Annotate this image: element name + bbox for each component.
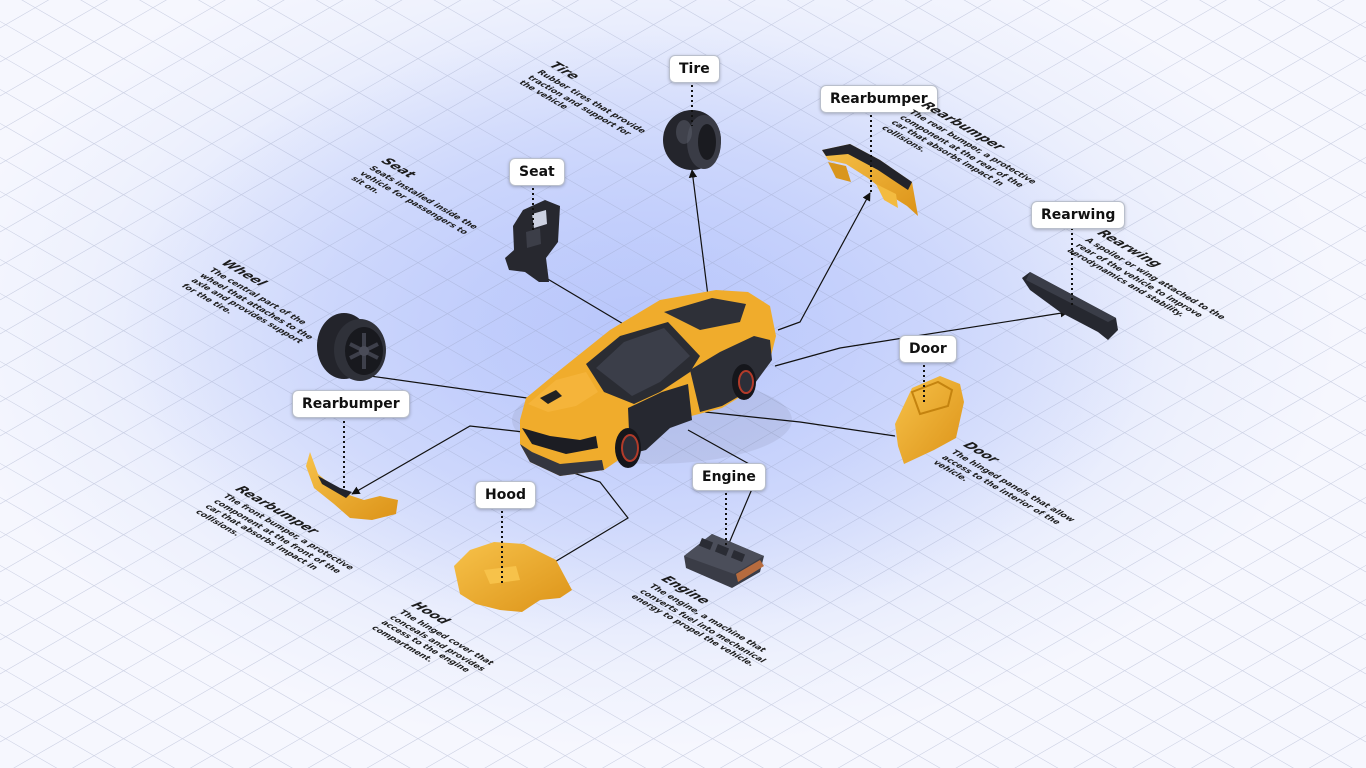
front-bumper-part[interactable] bbox=[306, 452, 398, 520]
tag-door[interactable]: Door bbox=[899, 335, 957, 363]
sports-car[interactable] bbox=[512, 290, 792, 476]
tag-engine[interactable]: Engine bbox=[692, 463, 766, 491]
leader-line-wheel bbox=[369, 375, 528, 399]
label-connectors bbox=[343, 80, 1073, 586]
tire-part[interactable] bbox=[663, 110, 721, 170]
seat-part[interactable] bbox=[505, 200, 560, 282]
tag-rear-wing[interactable]: Rearwing bbox=[1031, 201, 1126, 229]
leader-line-hood bbox=[507, 469, 629, 591]
wheel-part[interactable] bbox=[317, 313, 386, 381]
tag-seat[interactable]: Seat bbox=[509, 158, 565, 186]
hood-part[interactable] bbox=[454, 542, 572, 612]
rear-bumper-part[interactable] bbox=[822, 144, 918, 216]
leader-line-tire bbox=[688, 169, 709, 297]
tag-tire[interactable]: Tire bbox=[669, 55, 720, 83]
engine-part[interactable] bbox=[684, 534, 764, 588]
tag-front-bumper[interactable]: Rearbumper bbox=[292, 390, 410, 418]
leader-lines bbox=[351, 169, 1069, 591]
rear-wing-part[interactable] bbox=[1022, 272, 1118, 340]
tag-rear-bumper[interactable]: Rearbumper bbox=[820, 85, 938, 113]
tag-hood[interactable]: Hood bbox=[475, 481, 536, 509]
leader-line-front-bumper bbox=[351, 425, 533, 495]
leader-line-door bbox=[704, 411, 896, 437]
leader-line-rear-bumper bbox=[777, 192, 871, 331]
leader-line-seat bbox=[545, 277, 626, 326]
leader-line-rear-wing bbox=[774, 309, 1069, 367]
door-part[interactable] bbox=[895, 376, 964, 464]
